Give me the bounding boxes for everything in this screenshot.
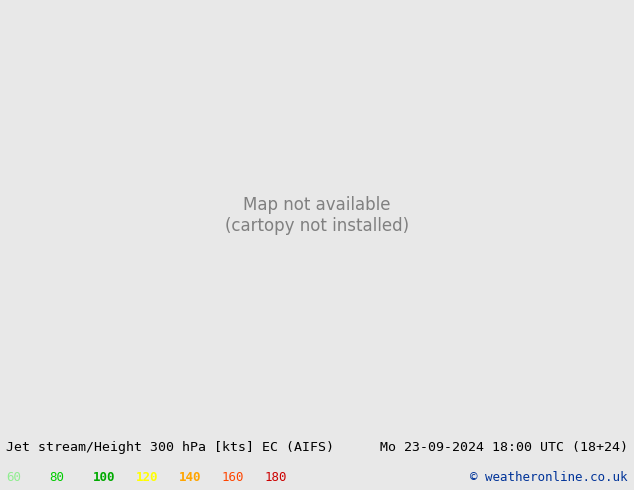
Text: 140: 140	[179, 470, 201, 484]
Text: 160: 160	[222, 470, 244, 484]
Text: Mo 23-09-2024 18:00 UTC (18+24): Mo 23-09-2024 18:00 UTC (18+24)	[380, 441, 628, 454]
Text: 180: 180	[265, 470, 287, 484]
Text: 100: 100	[93, 470, 115, 484]
Text: Map not available
(cartopy not installed): Map not available (cartopy not installed…	[225, 196, 409, 235]
Text: 120: 120	[136, 470, 158, 484]
Text: © weatheronline.co.uk: © weatheronline.co.uk	[470, 470, 628, 484]
Text: 60: 60	[6, 470, 22, 484]
Text: Jet stream/Height 300 hPa [kts] EC (AIFS): Jet stream/Height 300 hPa [kts] EC (AIFS…	[6, 441, 334, 454]
Text: 80: 80	[49, 470, 65, 484]
